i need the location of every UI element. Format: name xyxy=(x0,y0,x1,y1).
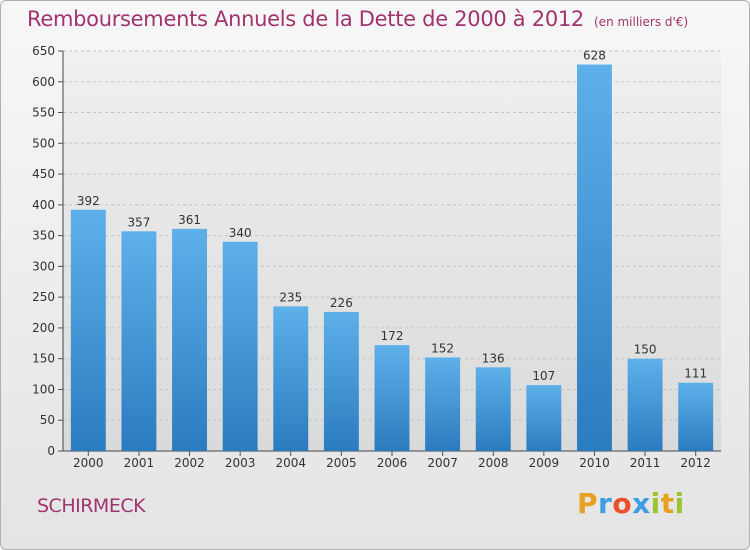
bar-2005 xyxy=(323,311,359,451)
x-tick-label: 2001 xyxy=(124,456,155,470)
brand-letter: t xyxy=(660,487,675,520)
bar-2011 xyxy=(627,358,663,451)
y-tick-label: 250 xyxy=(32,290,55,304)
y-tick-label: 0 xyxy=(47,444,55,458)
x-tick-label: 2003 xyxy=(225,456,256,470)
bar-value-label: 628 xyxy=(583,49,606,63)
bar-2012 xyxy=(678,382,714,451)
x-tick-label: 2004 xyxy=(275,456,306,470)
y-tick-label: 550 xyxy=(32,106,55,120)
bar-value-label: 111 xyxy=(684,367,707,381)
brand-letter: i xyxy=(674,487,685,520)
bar-value-label: 340 xyxy=(229,226,252,240)
x-tick-label: 2011 xyxy=(630,456,661,470)
chart-subtitle: (en milliers d'€) xyxy=(594,15,689,29)
y-tick-label: 200 xyxy=(32,321,55,335)
x-tick-label: 2002 xyxy=(174,456,205,470)
bar-value-label: 226 xyxy=(330,296,353,310)
x-tick-label: 2000 xyxy=(73,456,104,470)
y-tick-label: 450 xyxy=(32,167,55,181)
proxiti-logo: Proxiti xyxy=(577,487,685,520)
bar-2007 xyxy=(425,357,461,451)
y-tick-label: 650 xyxy=(32,44,55,58)
bar-value-label: 392 xyxy=(77,194,100,208)
x-tick-label: 2007 xyxy=(427,456,458,470)
bar-2002 xyxy=(172,228,208,451)
bar-2004 xyxy=(273,306,309,451)
brand-letter: r xyxy=(598,487,613,520)
x-tick-label: 2012 xyxy=(680,456,711,470)
bar-2009 xyxy=(526,385,562,451)
x-tick-label: 2009 xyxy=(529,456,560,470)
x-tick-label: 2010 xyxy=(579,456,610,470)
bar-value-label: 150 xyxy=(634,343,657,357)
y-tick-label: 600 xyxy=(32,75,55,89)
bar-2000 xyxy=(70,209,106,451)
bar-2008 xyxy=(475,367,511,451)
x-tick-label: 2008 xyxy=(478,456,509,470)
y-tick-label: 500 xyxy=(32,136,55,150)
chart-title: Remboursements Annuels de la Dette de 20… xyxy=(27,7,688,31)
axes: 0 50 100 150 200 250 300 350 400 450 500 550 600 650 2… xyxy=(32,44,721,470)
bar-value-label: 361 xyxy=(178,213,201,227)
brand-letter: o xyxy=(612,487,633,520)
bar-2006 xyxy=(374,345,410,451)
commune-name: SCHIRMECK xyxy=(37,495,146,517)
brand-letter: x xyxy=(632,487,651,520)
chart-title-text: Remboursements Annuels de la Dette de 20… xyxy=(27,7,584,31)
brand-letter: P xyxy=(577,487,599,520)
bar-value-label: 107 xyxy=(532,369,555,383)
y-tick-label: 50 xyxy=(40,413,55,427)
bars: 392 357 361 340 235 226 172 152 136 107 628 150 111 xyxy=(70,49,714,452)
bar-value-label: 235 xyxy=(279,290,302,304)
bar-2001 xyxy=(121,231,157,451)
x-tick-label: 2005 xyxy=(326,456,357,470)
y-tick-label: 100 xyxy=(32,382,55,396)
bar-value-label: 172 xyxy=(381,329,404,343)
brand-letter: i xyxy=(650,487,661,520)
y-tick-label: 400 xyxy=(32,198,55,212)
bar-2003 xyxy=(222,241,258,451)
bar-value-label: 136 xyxy=(482,351,505,365)
y-tick-label: 350 xyxy=(32,229,55,243)
bar-2010 xyxy=(576,64,612,452)
bar-value-label: 357 xyxy=(127,215,150,229)
y-tick-label: 150 xyxy=(32,352,55,366)
x-tick-label: 2006 xyxy=(377,456,408,470)
bar-value-label: 152 xyxy=(431,341,454,355)
y-tick-label: 300 xyxy=(32,259,55,273)
